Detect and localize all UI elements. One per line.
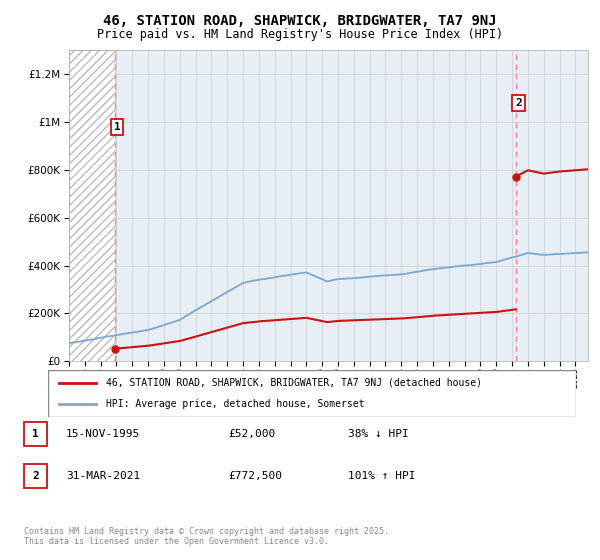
Text: 101% ↑ HPI: 101% ↑ HPI	[348, 471, 415, 481]
FancyBboxPatch shape	[24, 464, 47, 488]
Text: Price paid vs. HM Land Registry's House Price Index (HPI): Price paid vs. HM Land Registry's House …	[97, 28, 503, 41]
Text: 2: 2	[515, 98, 522, 108]
Text: 1: 1	[113, 122, 121, 132]
Text: 1: 1	[32, 429, 39, 439]
Text: 15-NOV-1995: 15-NOV-1995	[66, 429, 140, 439]
Text: 2: 2	[32, 471, 39, 481]
Text: £772,500: £772,500	[228, 471, 282, 481]
Text: 46, STATION ROAD, SHAPWICK, BRIDGWATER, TA7 9NJ (detached house): 46, STATION ROAD, SHAPWICK, BRIDGWATER, …	[106, 378, 482, 388]
Text: HPI: Average price, detached house, Somerset: HPI: Average price, detached house, Some…	[106, 399, 365, 409]
Text: Contains HM Land Registry data © Crown copyright and database right 2025.
This d: Contains HM Land Registry data © Crown c…	[24, 526, 389, 546]
FancyBboxPatch shape	[48, 370, 576, 417]
FancyBboxPatch shape	[24, 422, 47, 446]
Text: £52,000: £52,000	[228, 429, 275, 439]
Text: 31-MAR-2021: 31-MAR-2021	[66, 471, 140, 481]
Text: 46, STATION ROAD, SHAPWICK, BRIDGWATER, TA7 9NJ: 46, STATION ROAD, SHAPWICK, BRIDGWATER, …	[103, 14, 497, 28]
Text: 38% ↓ HPI: 38% ↓ HPI	[348, 429, 409, 439]
